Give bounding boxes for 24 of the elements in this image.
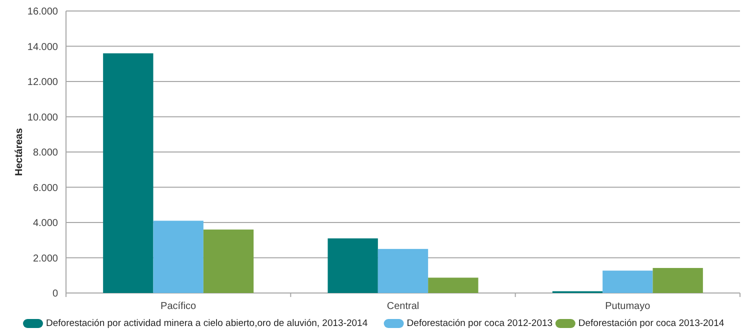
y-tick-label: 6.000 xyxy=(32,182,58,194)
bar xyxy=(328,238,378,293)
y-tick-label: 0 xyxy=(52,288,58,300)
bar xyxy=(203,230,254,293)
y-axis-title: Hectáreas xyxy=(14,128,25,176)
y-tick-label: 16.000 xyxy=(27,6,58,18)
y-tick-label: 10.000 xyxy=(27,112,58,124)
bar xyxy=(378,248,428,293)
bar xyxy=(602,270,653,293)
y-tick-label: 4.000 xyxy=(32,218,58,229)
x-tick-label: Putumayo xyxy=(605,301,651,312)
bar xyxy=(428,278,478,293)
legend-label: Deforestación por actividad minera a cielo abierto,oro de aluvión, 2013-2014 xyxy=(46,318,368,329)
y-tick-label: 2.000 xyxy=(32,253,58,264)
bar xyxy=(153,220,204,293)
y-tick-label: 14.000 xyxy=(27,42,58,53)
bar xyxy=(652,268,703,293)
x-tick-label: Central xyxy=(386,301,420,312)
y-tick-label: 12.000 xyxy=(27,77,58,88)
bar xyxy=(103,53,154,293)
legend-label: Deforestación por coca 2012-2013 xyxy=(406,318,553,329)
y-tick-label: 8.000 xyxy=(32,148,58,158)
x-tick-label: Pacífico xyxy=(160,301,197,312)
legend-label: Deforestación por coca 2013-2014 xyxy=(578,318,724,329)
